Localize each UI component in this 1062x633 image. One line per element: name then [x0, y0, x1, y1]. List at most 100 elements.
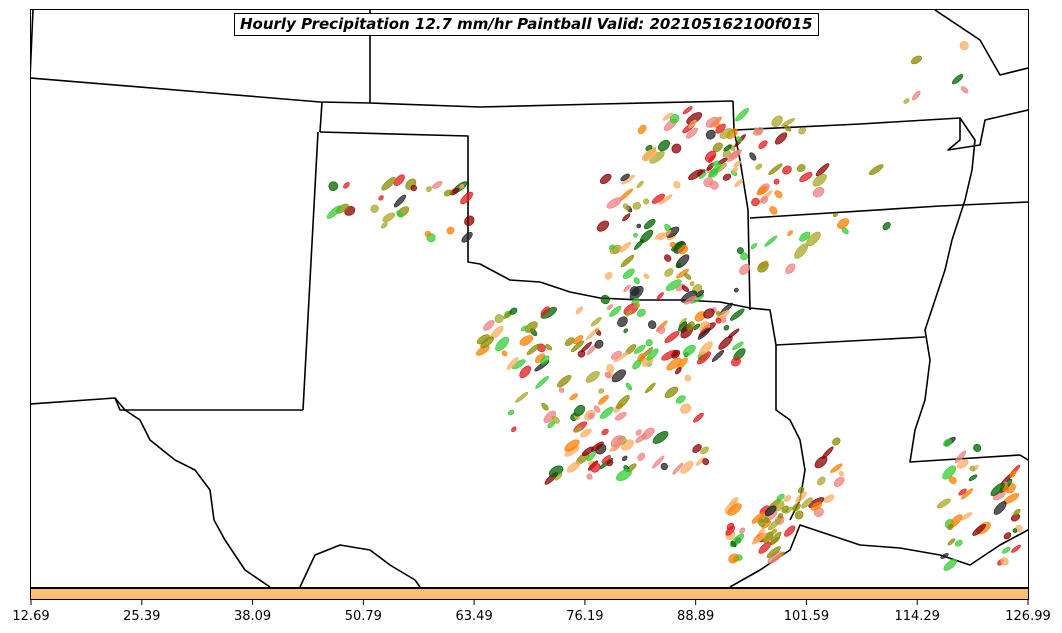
- precipitation-blob: [396, 210, 404, 218]
- precipitation-blob: [795, 491, 807, 503]
- precipitation-blob: [580, 428, 592, 438]
- precipitation-blob: [730, 540, 737, 548]
- precipitation-blob: [817, 476, 826, 486]
- precipitation-blob: [540, 355, 550, 365]
- precipitation-blob: [757, 528, 765, 535]
- precipitation-blob: [658, 194, 673, 205]
- precipitation-blob: [776, 493, 785, 501]
- colorbar-tick-label: 76.19: [566, 609, 604, 624]
- precipitation-blob: [700, 446, 709, 455]
- precipitation-blob: [688, 119, 697, 129]
- precipitation-blob: [393, 174, 405, 186]
- precipitation-blob: [557, 375, 572, 388]
- precipitation-blob: [622, 268, 635, 279]
- precipitation-blob: [769, 206, 778, 215]
- precipitation-blob: [821, 446, 834, 460]
- precipitation-blob: [837, 218, 850, 229]
- precipitation-blob: [611, 369, 626, 383]
- colorbar-tick-label: 114.29: [894, 609, 940, 624]
- precipitation-blob: [774, 190, 783, 199]
- precipitation-blob: [604, 272, 613, 280]
- precipitation-blob: [684, 374, 692, 382]
- precipitation-blob: [610, 435, 624, 448]
- precipitation-blob: [775, 132, 788, 145]
- precipitation-blob: [736, 136, 742, 143]
- precipitation-blob: [511, 359, 526, 370]
- precipitation-blob: [480, 336, 494, 349]
- precipitation-blob: [728, 553, 739, 564]
- precipitation-blob: [590, 441, 604, 452]
- precipitation-blob: [600, 294, 610, 305]
- precipitation-blob: [573, 426, 582, 433]
- precipitation-blob: [750, 243, 758, 250]
- precipitation-blob: [604, 371, 612, 379]
- boundary-ne-corner: [934, 10, 1028, 76]
- precipitation-blob: [622, 213, 631, 222]
- precipitation-blob: [739, 263, 751, 275]
- boundary-nm-tx: [302, 131, 319, 411]
- precipitation-blob: [573, 404, 586, 417]
- precipitation-blob: [763, 517, 770, 524]
- precipitation-blob: [651, 193, 665, 204]
- precipitation-blob: [586, 451, 596, 462]
- precipitation-blob: [740, 252, 749, 261]
- precipitation-blob: [660, 462, 668, 471]
- precipitation-blob: [1003, 532, 1012, 540]
- boundary-mo-ar: [749, 201, 1028, 219]
- precipitation-blob: [590, 462, 601, 473]
- precipitation-blob: [882, 222, 891, 231]
- precipitation-blob: [705, 116, 719, 128]
- precipitation-blob: [1000, 557, 1009, 566]
- precipitation-blob: [960, 86, 969, 94]
- precipitation-blob: [715, 123, 726, 134]
- precipitation-blob: [798, 127, 806, 135]
- precipitation-blob: [545, 344, 553, 351]
- precipitation-blob: [823, 494, 835, 503]
- precipitation-blob: [731, 357, 741, 367]
- precipitation-blob: [692, 444, 702, 453]
- precipitation-blob: [662, 112, 673, 121]
- precipitation-blob: [787, 230, 793, 236]
- precipitation-blob: [635, 429, 642, 436]
- precipitation-blob: [637, 124, 647, 134]
- precipitation-blob: [328, 181, 339, 192]
- precipitation-blob: [730, 308, 745, 321]
- precipitation-blob: [634, 344, 646, 354]
- precipitation-blob: [693, 412, 704, 423]
- colorbar-tick-label: 12.69: [12, 609, 50, 624]
- precipitation-blob: [636, 308, 646, 317]
- precipitation-blob: [606, 364, 615, 373]
- boundary-mississippi: [909, 117, 1028, 463]
- precipitation-blob: [703, 308, 715, 319]
- precipitation-blob: [758, 541, 772, 554]
- precipitation-blob: [617, 316, 628, 327]
- precipitation-blob: [671, 143, 682, 154]
- precipitation-blob: [756, 185, 768, 196]
- precipitation-blob: [381, 177, 396, 191]
- precipitation-blob: [608, 244, 615, 250]
- colorbar-tick-label: 50.79: [344, 609, 382, 624]
- precipitation-blob: [671, 241, 684, 252]
- precipitation-blob: [940, 553, 949, 559]
- precipitation-blob: [590, 317, 602, 327]
- precipitation-blob: [623, 328, 628, 334]
- precipitation-blob: [699, 341, 713, 356]
- precipitation-blob: [507, 409, 515, 416]
- precipitation-blob: [570, 340, 585, 353]
- precipitation-blob: [832, 212, 838, 218]
- precipitation-blob: [599, 173, 612, 185]
- precipitation-blob: [637, 452, 646, 461]
- precipitation-blob: [426, 186, 432, 193]
- precipitation-blob: [381, 221, 388, 229]
- boundary-rio-grande-east: [299, 544, 421, 587]
- precipitation-blob: [1010, 513, 1021, 522]
- precipitation-blob: [558, 387, 565, 393]
- precipitation-blob: [610, 350, 622, 360]
- precipitation-blob: [664, 386, 679, 399]
- precipitation-blob: [715, 311, 721, 316]
- boundary-mo-north: [734, 109, 1028, 151]
- precipitation-blob: [755, 163, 763, 170]
- precipitation-blob: [781, 118, 796, 127]
- precipitation-blob: [606, 197, 622, 209]
- precipitation-blob: [751, 197, 760, 207]
